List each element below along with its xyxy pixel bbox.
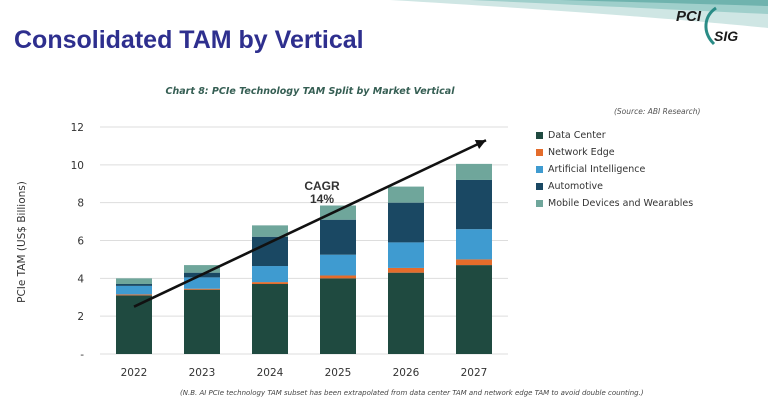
bar-segment bbox=[116, 295, 152, 354]
bar-segment bbox=[320, 254, 356, 276]
y-tick-label: 8 bbox=[77, 198, 84, 210]
y-tick-label: - bbox=[80, 349, 84, 361]
bar-segment bbox=[184, 289, 220, 354]
x-tick-label: 2025 bbox=[325, 367, 352, 379]
legend-item: Mobile Devices and Wearables bbox=[536, 195, 693, 212]
bar-segment bbox=[388, 267, 424, 273]
y-tick-label: 4 bbox=[77, 273, 84, 285]
chart-title: Chart 8: PCIe Technology TAM Split by Ma… bbox=[165, 86, 455, 97]
cagr-trend-arrow bbox=[133, 139, 487, 308]
legend-swatch bbox=[536, 132, 543, 139]
legend-label: Data Center bbox=[548, 130, 606, 141]
y-tick-label: 6 bbox=[77, 236, 84, 248]
bar-segment bbox=[116, 294, 152, 296]
legend-item: Automotive bbox=[536, 178, 693, 195]
bar-segment bbox=[320, 275, 356, 279]
bar-segment bbox=[320, 219, 356, 255]
x-tick-label: 2026 bbox=[393, 367, 420, 379]
legend-label: Automotive bbox=[548, 181, 603, 192]
bar-segment bbox=[116, 278, 152, 285]
legend-label: Mobile Devices and Wearables bbox=[548, 198, 694, 209]
cagr-label: CAGR bbox=[304, 179, 340, 193]
slide-title: Consolidated TAM by Vertical bbox=[14, 26, 364, 54]
bar-segment bbox=[320, 278, 356, 354]
legend-swatch bbox=[536, 183, 543, 190]
x-tick-label: 2022 bbox=[121, 367, 148, 379]
chart-legend: Data Center Network Edge Artificial Intell… bbox=[536, 127, 693, 212]
bar-segment bbox=[252, 266, 288, 283]
legend-item: Network Edge bbox=[536, 144, 693, 161]
bar-segment bbox=[388, 186, 424, 203]
cagr-annotation: CAGR 14% bbox=[292, 180, 352, 206]
cagr-arrow-head bbox=[474, 139, 486, 150]
legend-item: Artificial Intelligence bbox=[536, 161, 693, 178]
bar-segment bbox=[184, 265, 220, 273]
x-tick-label: 2027 bbox=[461, 367, 488, 379]
bar-segment bbox=[252, 225, 288, 237]
x-tick-label: 2024 bbox=[257, 367, 284, 379]
legend-label: Network Edge bbox=[548, 147, 615, 158]
logo-sig-text: SIG bbox=[714, 28, 739, 44]
y-tick-label: 2 bbox=[77, 311, 84, 323]
y-tick-label: 12 bbox=[71, 122, 84, 134]
bar-segment bbox=[320, 205, 356, 220]
chart-source: (Source: ABI Research) bbox=[614, 107, 701, 116]
legend-item: Data Center bbox=[536, 127, 693, 144]
bar-segment bbox=[456, 163, 492, 180]
logo-pci-text: PCI bbox=[676, 8, 702, 25]
y-tick-label: 10 bbox=[71, 160, 84, 172]
legend-swatch bbox=[536, 149, 543, 156]
bar-segment bbox=[456, 259, 492, 266]
bar-segment bbox=[116, 284, 152, 286]
bar-segment bbox=[388, 242, 424, 268]
bar-segment bbox=[388, 202, 424, 243]
x-tick-label: 2023 bbox=[189, 367, 216, 379]
bar-segment bbox=[116, 285, 152, 295]
bar-segment bbox=[456, 179, 492, 230]
chart-footnote: (N.B. AI PCIe technology TAM subset has … bbox=[180, 389, 644, 397]
bar-segment bbox=[456, 229, 492, 260]
bar-segment bbox=[252, 282, 288, 285]
bar-segment bbox=[388, 272, 424, 354]
legend-swatch bbox=[536, 200, 543, 207]
legend-swatch bbox=[536, 166, 543, 173]
bar-segment bbox=[456, 265, 492, 354]
legend-label: Artificial Intelligence bbox=[548, 164, 646, 175]
pci-sig-logo: PCI SIG bbox=[660, 6, 760, 50]
bar-segment bbox=[184, 277, 220, 289]
cagr-value: 14% bbox=[309, 192, 335, 206]
bar-segment bbox=[184, 288, 220, 290]
logo-swoosh-icon bbox=[704, 6, 717, 46]
bar-segment bbox=[252, 284, 288, 354]
